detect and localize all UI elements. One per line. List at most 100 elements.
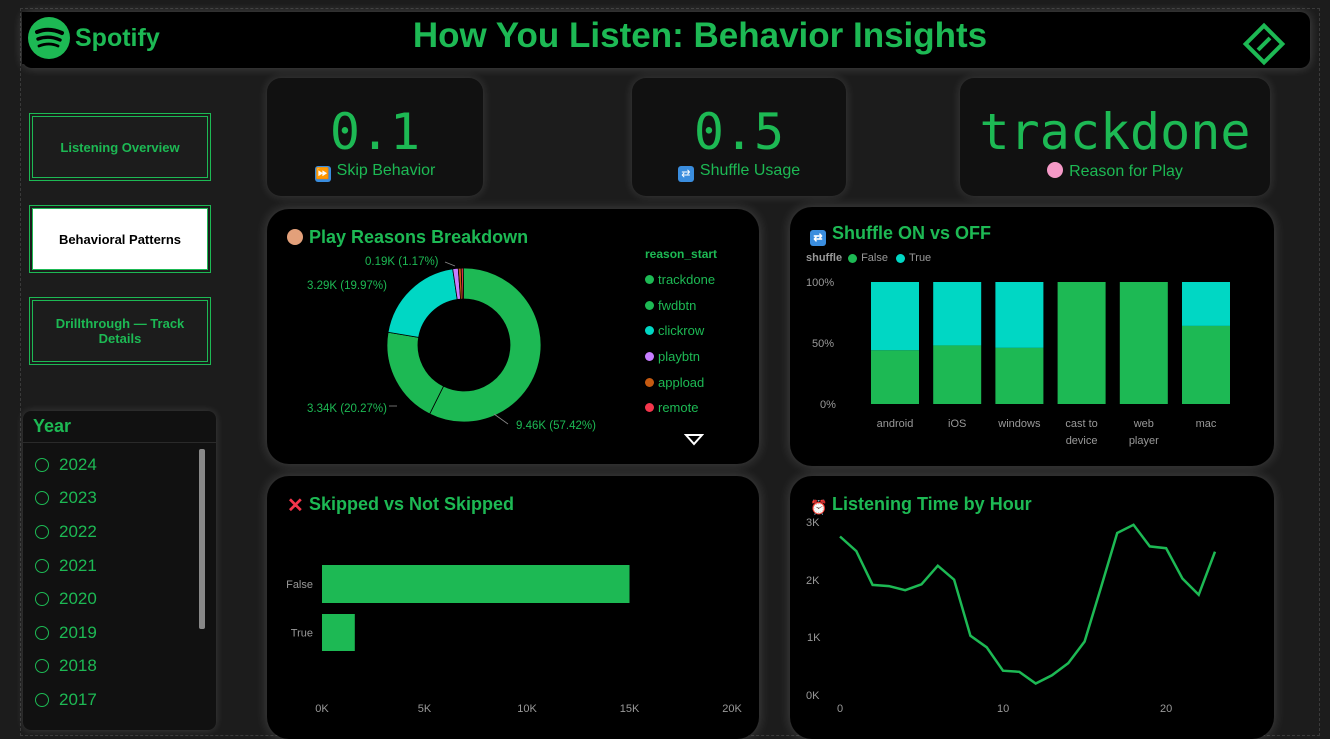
- card-title: ✕ Skipped vs Not Skipped: [287, 494, 515, 517]
- donut-icon: [287, 229, 303, 245]
- label-clickrow: 3.29K (19.97%): [307, 280, 387, 292]
- radio-icon: [35, 592, 49, 607]
- x-tick: 20K: [722, 703, 742, 715]
- donut-chart: 9.46K (57.42%) 3.34K (20.27%) 3.29K (19.…: [307, 256, 596, 432]
- shuffle-card: ⇄ Shuffle ON vs OFF shuffle False True 10…: [790, 207, 1274, 466]
- bar-true[interactable]: [322, 614, 355, 651]
- kpi-reason-for-play: trackdone Reason for Play: [960, 78, 1270, 196]
- legend-dot: [645, 377, 654, 387]
- x-tick: 5K: [418, 703, 432, 715]
- cross-icon: ✕: [287, 495, 304, 517]
- donut-slice-fwdbtn[interactable]: [386, 331, 445, 415]
- legend-item-appload[interactable]: appload: [645, 369, 717, 395]
- x-tick: windows: [997, 418, 1041, 430]
- y-tick: 50%: [812, 338, 834, 350]
- card-title: ⇄ Shuffle ON vs OFF: [810, 223, 991, 246]
- x-tick: android: [877, 418, 914, 430]
- kpi-value: 0.1: [329, 103, 421, 161]
- card-title: ⏰ Listening Time by Hour: [810, 494, 1032, 515]
- legend-title: reason_start: [645, 247, 718, 261]
- x-tick: 10K: [517, 703, 537, 715]
- kpi-value: 0.5: [693, 103, 785, 161]
- legend-dot: [645, 275, 654, 285]
- legend-item-clickrow[interactable]: clickrow: [645, 318, 717, 344]
- header-bar: [22, 12, 1310, 68]
- year-scrollbar[interactable]: [199, 449, 205, 629]
- bar-false-windows[interactable]: [995, 347, 1044, 404]
- y-tick: 3K: [806, 517, 820, 529]
- radio-icon: [35, 625, 49, 640]
- legend-item-playbtn[interactable]: playbtn: [645, 344, 717, 370]
- kpi-skip-behavior: 0.1 ⏩ Skip Behavior: [267, 78, 483, 196]
- kpi-label: ⏩ Skip Behavior: [314, 162, 436, 182]
- nav-behavioral-patterns[interactable]: Behavioral Patterns: [29, 205, 211, 273]
- year-option[interactable]: 2017: [23, 683, 216, 717]
- kpi-shuffle-usage: 0.5 ⇄ Shuffle Usage: [632, 78, 846, 196]
- year-option[interactable]: 2019: [23, 616, 216, 650]
- legend-dot: [645, 326, 654, 336]
- x-tick: device: [1066, 435, 1098, 447]
- bar-true-mac[interactable]: [1182, 282, 1230, 326]
- legend-dot: [645, 403, 654, 413]
- year-option[interactable]: 2020: [23, 582, 216, 616]
- page-title: How You Listen: Behavior Insights: [412, 16, 988, 55]
- bar-true-windows[interactable]: [995, 282, 1044, 348]
- legend-dot-true: [895, 253, 905, 263]
- radio-icon: [35, 659, 49, 674]
- year-slicer-title: Year: [23, 411, 216, 443]
- y-tick: 0K: [806, 690, 820, 702]
- legend-item-trackdone[interactable]: trackdone: [645, 267, 717, 293]
- legend-label: trackdone: [658, 272, 716, 288]
- bar-false-android[interactable]: [871, 350, 919, 404]
- legend-item-fwdbtn[interactable]: fwdbtn: [645, 293, 717, 319]
- donut-slice-remote[interactable]: [460, 267, 464, 300]
- bar-false-web-player[interactable]: [1119, 282, 1168, 404]
- bar-true-android[interactable]: [871, 282, 919, 351]
- nav-drillthrough-track-details[interactable]: Drillthrough — Track Details: [29, 297, 211, 365]
- listening-hour-card: ⏰ Listening Time by Hour 3K 2K 1K 0K 0 10…: [790, 476, 1274, 739]
- donut-slice-clickrow[interactable]: [387, 268, 458, 338]
- legend-scroll-down-icon[interactable]: [684, 433, 704, 447]
- legend-label: appload: [658, 374, 705, 390]
- bar-false-mac[interactable]: [1182, 325, 1230, 404]
- donut-slice-trackdone[interactable]: [429, 267, 542, 423]
- year-option[interactable]: 2023: [23, 482, 216, 516]
- x-tick: 10: [997, 703, 1009, 715]
- x-tick: cast to: [1065, 418, 1097, 430]
- legend-item-remote[interactable]: remote: [645, 395, 717, 421]
- radio-icon: [35, 457, 49, 472]
- kpi-label: ⇄ Shuffle Usage: [632, 162, 846, 182]
- bar-true-iOS[interactable]: [933, 282, 982, 346]
- x-tick: 0: [837, 703, 843, 715]
- diamond-ticket-icon: [1242, 22, 1286, 66]
- card-title: Play Reasons Breakdown: [287, 227, 528, 248]
- donut-legend: reason_start trackdone fwdbtn clickrow play…: [645, 247, 717, 421]
- legend-dot: [645, 352, 654, 362]
- play-reasons-card: Play Reasons Breakdown 9.46K (57.42%) 3.…: [267, 209, 759, 464]
- bar-false-cast-to-device[interactable]: [1057, 282, 1106, 404]
- fast-forward-icon: ⏩: [314, 166, 331, 182]
- shuffle-icon: ⇄: [677, 166, 694, 182]
- radio-icon: [35, 491, 49, 506]
- shuffle-chart: 100% 50% 0% android iOS windows cast to devi…: [806, 277, 1230, 447]
- x-tick: iOS: [948, 418, 966, 430]
- nav-listening-overview[interactable]: Listening Overview: [29, 113, 211, 181]
- year-option[interactable]: 2022: [23, 515, 216, 549]
- label-trackdone: 9.46K (57.42%): [516, 420, 596, 432]
- skipped-chart: False True 0K 5K 10K 15K 20K: [286, 565, 742, 715]
- bar-false-iOS[interactable]: [933, 345, 982, 404]
- spotify-logo: Spotify: [22, 12, 172, 64]
- year-option[interactable]: 2021: [23, 549, 216, 583]
- bar-false[interactable]: [322, 565, 630, 603]
- hour-line: [839, 523, 1217, 685]
- radio-icon: [35, 524, 49, 539]
- year-option[interactable]: 2024: [23, 448, 216, 482]
- brain-icon: [1047, 162, 1064, 178]
- y-tick: False: [286, 579, 313, 591]
- y-tick: True: [291, 628, 313, 640]
- year-option[interactable]: 2018: [23, 650, 216, 684]
- x-tick: 20: [1160, 703, 1172, 715]
- x-tick: 15K: [620, 703, 640, 715]
- label-fwdbtn: 3.34K (20.27%): [307, 403, 387, 415]
- label-small: 0.19K (1.17%): [365, 256, 439, 268]
